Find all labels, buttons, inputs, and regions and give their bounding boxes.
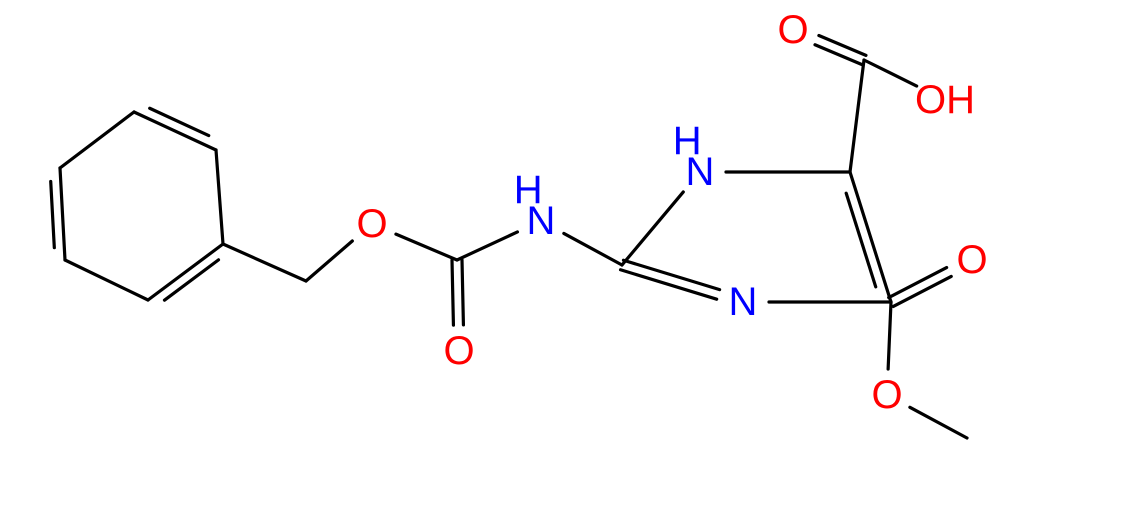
atom-label-o_cdbl: O [443,329,474,373]
bond [815,45,862,65]
bond [462,260,463,325]
bond [850,172,891,302]
bond [148,244,223,300]
atom-label-n_bot: N [729,280,758,324]
bond [452,260,453,325]
atom-label-n_top: HN [673,119,715,194]
bond [216,150,223,244]
bond [819,36,866,56]
bond [306,241,352,281]
bond [396,234,457,260]
atom-label-o_co_dbl: O [777,8,808,52]
atom-label-o_bnzl: O [356,202,387,246]
bond [622,192,683,265]
atom-label-n_amide: HN [514,168,556,243]
bond [134,112,216,150]
svg-text:N: N [686,150,715,194]
atom-label-o_codbl2: O [956,238,987,282]
bond [60,168,65,260]
atom-label-oh: OH [915,78,975,122]
molecule-diagram: OOHNHNNOOHOO [0,0,1146,526]
atom-label-o_ome: O [871,373,902,417]
bond [888,302,891,369]
bond [60,112,134,168]
bond [850,60,864,172]
bond [564,233,622,265]
bond [51,181,55,247]
bond [910,407,967,438]
bond [65,260,148,300]
bond [223,244,306,281]
bond [457,232,517,260]
bond [864,60,917,86]
svg-text:N: N [527,199,556,243]
